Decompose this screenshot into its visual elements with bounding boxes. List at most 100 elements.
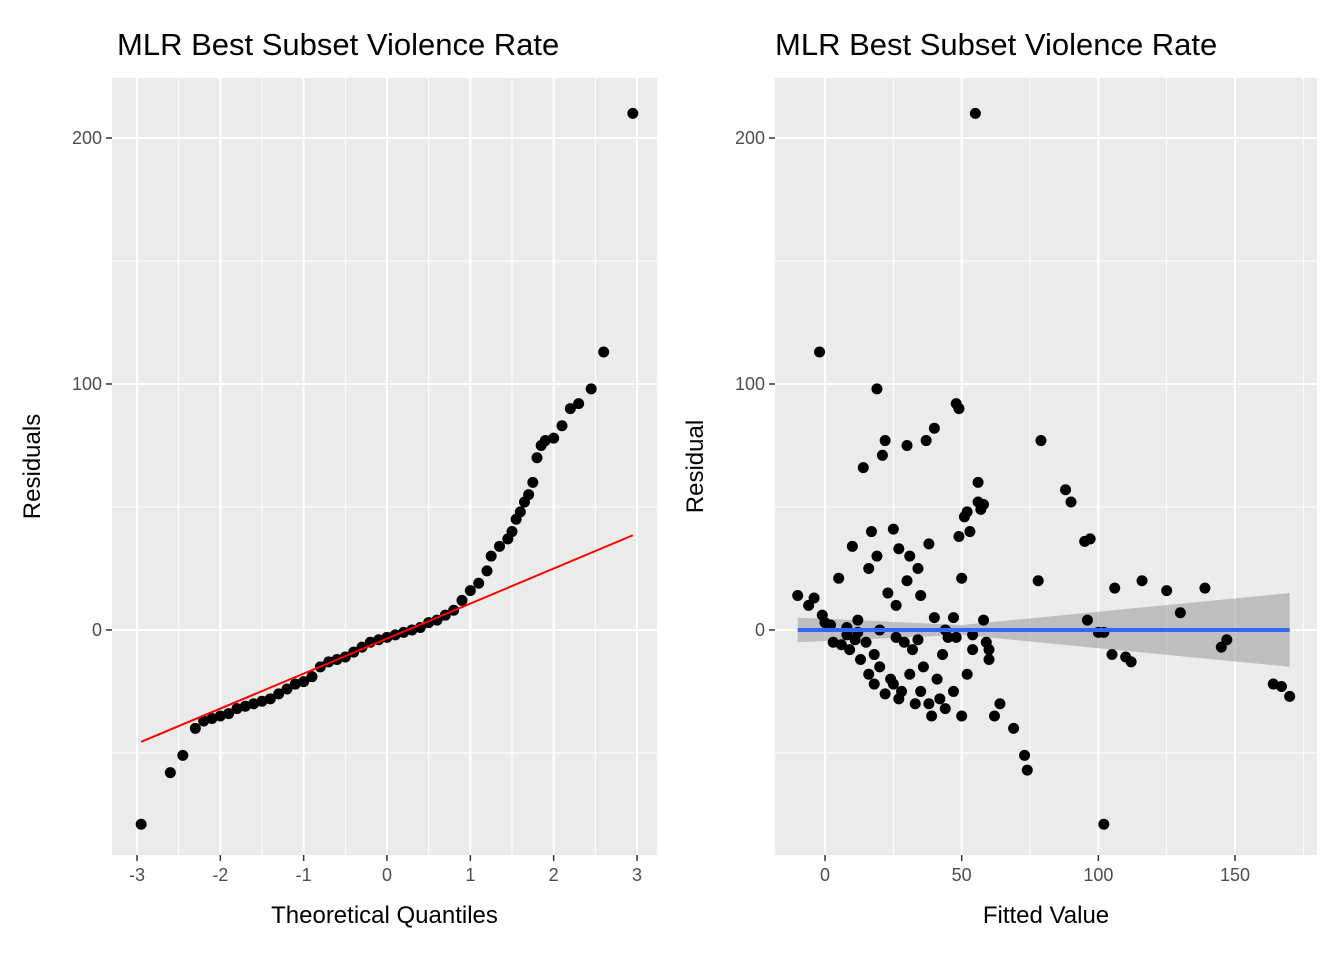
x-tick-label: -2 — [212, 865, 228, 885]
point — [871, 383, 883, 395]
point — [852, 614, 864, 626]
point — [882, 587, 894, 599]
point — [972, 476, 984, 488]
point — [857, 462, 869, 474]
panel-background — [112, 78, 657, 855]
point — [893, 693, 905, 705]
point — [473, 577, 485, 589]
point — [964, 526, 976, 538]
point — [1199, 582, 1211, 594]
point — [917, 661, 929, 673]
x-tick-label: 0 — [382, 865, 392, 885]
point — [585, 383, 597, 395]
point — [523, 489, 535, 501]
point — [978, 499, 990, 511]
x-tick-label: 150 — [1220, 865, 1250, 885]
y-tick-label: 100 — [735, 374, 765, 394]
point — [298, 676, 310, 688]
point — [983, 653, 995, 665]
point — [950, 631, 962, 643]
point — [855, 653, 867, 665]
point — [564, 403, 576, 415]
point — [871, 550, 883, 562]
point — [264, 693, 276, 705]
point — [548, 432, 560, 444]
point — [494, 540, 505, 552]
point — [926, 710, 938, 722]
point — [868, 678, 880, 690]
point — [920, 435, 932, 447]
point — [248, 698, 260, 710]
x-tick-label: 3 — [632, 865, 642, 885]
x-tick-label: 1 — [465, 865, 475, 885]
point — [177, 749, 189, 761]
point — [1284, 690, 1296, 702]
chart-title: MLR Best Subset Violence Rate — [117, 27, 559, 62]
point — [901, 575, 913, 587]
y-tick-label: 100 — [72, 374, 102, 394]
point — [863, 668, 875, 680]
x-tick-label: 50 — [952, 865, 972, 885]
y-tick-label: 200 — [735, 128, 765, 148]
y-tick-label: 0 — [755, 620, 765, 640]
point — [214, 710, 226, 722]
point — [1060, 484, 1072, 496]
point — [573, 398, 585, 410]
point — [978, 614, 990, 626]
point — [879, 435, 891, 447]
point — [983, 644, 995, 656]
point — [915, 590, 927, 602]
point — [627, 107, 639, 119]
point — [198, 715, 210, 727]
point — [931, 673, 943, 685]
reference-line — [140, 534, 634, 743]
point — [923, 538, 935, 550]
point — [937, 649, 949, 661]
point — [231, 703, 243, 715]
y-axis-title: Residuals — [19, 414, 46, 519]
point — [1161, 585, 1173, 597]
point — [514, 506, 526, 518]
point — [906, 644, 918, 656]
point — [598, 346, 610, 358]
point — [1106, 649, 1118, 661]
point — [961, 668, 973, 680]
point — [527, 476, 539, 488]
point — [164, 767, 176, 779]
point — [1275, 681, 1287, 693]
point — [967, 644, 979, 656]
point — [956, 710, 968, 722]
point — [961, 506, 973, 518]
point — [928, 612, 940, 624]
point — [865, 526, 877, 538]
point — [206, 712, 218, 724]
point — [890, 631, 902, 643]
point — [956, 572, 968, 584]
point — [281, 683, 293, 695]
point — [953, 403, 965, 415]
point — [1221, 634, 1233, 646]
point — [890, 599, 902, 611]
point — [464, 585, 476, 597]
point — [860, 636, 872, 648]
x-axis-title: Theoretical Quantiles — [271, 902, 498, 929]
point — [928, 422, 940, 434]
point — [904, 668, 916, 680]
point — [1109, 582, 1121, 594]
point — [898, 636, 910, 648]
point — [1032, 575, 1044, 587]
point — [901, 439, 913, 451]
point — [953, 530, 965, 542]
point — [239, 700, 251, 712]
point — [947, 612, 959, 624]
point — [1035, 435, 1047, 447]
point — [1084, 533, 1096, 545]
y-tick-label: 200 — [72, 128, 102, 148]
point — [814, 346, 826, 358]
point — [994, 698, 1006, 710]
x-tick-label: -3 — [129, 865, 145, 885]
point — [947, 685, 959, 697]
point — [1081, 614, 1093, 626]
x-tick-label: 100 — [1083, 865, 1113, 885]
